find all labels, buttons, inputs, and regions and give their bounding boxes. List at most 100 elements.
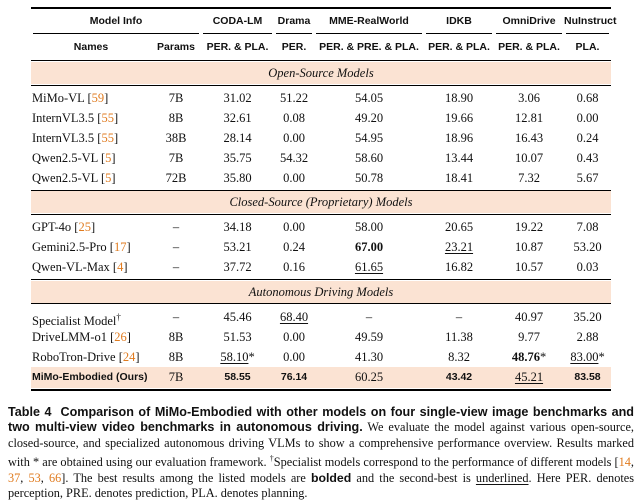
drama-cell: 51.22: [279, 91, 309, 105]
idkb-cell: 8.32: [448, 350, 470, 364]
subheader-coda: PER. & PLA.: [206, 41, 269, 53]
caption-heading: Comparison of MiMo-Embodied with other m…: [8, 405, 634, 435]
idkb-cell: 18.41: [444, 171, 474, 185]
params-cell: 7B: [168, 151, 184, 165]
table-row-ours: MiMo-Embodied (Ours) 7B 58.55 76.14 60.2…: [31, 367, 611, 387]
cmid-omni: [496, 33, 562, 34]
section-band-closed-source: Closed-Source (Proprietary) Models: [31, 191, 611, 213]
nu-cell: 0.43: [576, 151, 599, 165]
table-row: GPT-4o [25] – 34.18 0.00 58.00 20.65 19.…: [31, 217, 611, 237]
model-name-ours: MiMo-Embodied (Ours): [32, 371, 148, 383]
mme-cell: 54.95: [354, 131, 384, 145]
nu-cell-second: 83.00: [570, 350, 599, 364]
idkb-cell: 19.66: [444, 111, 474, 125]
drama-cell: 0.00: [283, 171, 305, 185]
caption-text-3: ]. The best results among the listed mod…: [61, 470, 306, 485]
table-row: Specialist Model† – 45.46 68.40 – – 40.9…: [31, 307, 611, 329]
params-cell: –: [172, 310, 180, 324]
params-cell: –: [172, 260, 180, 274]
model-cite: 24: [122, 350, 136, 364]
section-rule-4: [31, 279, 611, 280]
section-title-open-source: Open-Source Models: [268, 66, 374, 80]
table-row: Qwen-VL-Max [4] – 37.72 0.16 61.65 16.82…: [31, 257, 611, 277]
cmid-model-info: [33, 33, 199, 34]
section-rule-5: [31, 303, 611, 304]
coda-cell: 51.53: [223, 330, 252, 344]
asterisk-mark: *: [539, 350, 547, 364]
table-row: Qwen2.5-VL [5] 72B 35.80 0.00 50.78 18.4…: [31, 168, 611, 188]
coda-cell: 34.18: [223, 220, 252, 234]
idkb-cell: 20.65: [444, 220, 474, 234]
model-cite: 59: [91, 91, 105, 105]
coda-cell: 32.61: [223, 111, 252, 125]
subheader-params: Params: [157, 41, 195, 53]
mme-cell: 49.59: [354, 330, 384, 344]
section-rule-2: [31, 190, 611, 191]
mme-cell: 58.60: [354, 151, 384, 165]
mme-cell: –: [365, 310, 373, 324]
omni-cell: 10.87: [514, 240, 544, 254]
coda-cell: 28.14: [223, 131, 252, 145]
cmid-mme: [316, 33, 422, 34]
idkb-cell: 18.90: [444, 91, 474, 105]
drama-cell: 0.16: [283, 260, 305, 274]
model-cite: 5: [105, 151, 112, 165]
omni-cell: 16.43: [514, 131, 544, 145]
table-sub-header-row: Names Params PER. & PLA. PER. PER. & PRE…: [31, 37, 611, 57]
mme-cell: 41.30: [354, 350, 384, 364]
omni-cell: 7.32: [518, 171, 540, 185]
model-cite: 25: [78, 220, 91, 234]
nu-cell: 0.68: [576, 91, 599, 105]
drama-cell: 0.08: [283, 111, 305, 125]
caption-text-1: We evaluate the model against various op…: [8, 420, 634, 470]
drama-cell: 0.00: [283, 220, 305, 234]
idkb-cell: 11.38: [445, 330, 473, 344]
asterisk-mark: *: [598, 350, 605, 364]
drama-cell: 0.24: [283, 240, 305, 254]
model-cite: 26: [114, 330, 127, 344]
mme-cell: 60.25: [354, 370, 384, 384]
omni-cell: 3.06: [518, 91, 540, 105]
asterisk-mark: *: [248, 350, 255, 364]
mme-cell-best: 67.00: [354, 240, 384, 254]
model-cite: 4: [117, 260, 124, 274]
idkb-cell: 18.96: [444, 131, 474, 145]
nu-cell: 53.20: [573, 240, 602, 254]
model-name: MiMo-VL: [32, 91, 85, 105]
idkb-cell: 16.82: [444, 260, 474, 274]
nu-cell: 0.24: [576, 131, 599, 145]
drama-cell: 54.32: [279, 151, 309, 165]
header-coda-lm: CODA-LM: [212, 15, 263, 27]
subheader-drama: PER.: [281, 41, 307, 53]
section-title-autonomous: Autonomous Driving Models: [248, 285, 394, 299]
table-row: InternVL3.5 [55] 8B 32.61 0.08 49.20 19.…: [31, 108, 611, 128]
model-name: Qwen2.5-VL: [32, 171, 98, 185]
section-rule-3: [31, 214, 611, 215]
nu-cell-best: 83.58: [574, 371, 601, 383]
coda-cell: 35.80: [223, 171, 252, 185]
nu-cell: 35.20: [573, 310, 602, 324]
table-bottom-rule: [31, 389, 611, 391]
drama-cell: 0.00: [283, 350, 305, 364]
mme-cell-second: 61.65: [354, 260, 384, 274]
caption-label: Table 4: [8, 405, 52, 419]
model-name: GPT-4o: [32, 220, 72, 234]
params-cell: –: [172, 240, 180, 254]
nu-cell: 0.03: [576, 260, 599, 274]
section-rule-1: [31, 85, 611, 86]
subheader-names: Names: [73, 41, 109, 53]
params-cell: 38B: [165, 131, 187, 145]
omni-cell: 40.97: [514, 310, 544, 324]
coda-cell: 31.02: [223, 91, 252, 105]
model-name: Specialist Model: [32, 314, 117, 329]
params-cell: –: [172, 220, 180, 234]
omni-cell: 9.77: [518, 330, 540, 344]
header-rule: [31, 60, 611, 61]
caption-text-2: Specialist models correspond to the perf…: [273, 455, 619, 470]
omni-cell-best: 48.76: [511, 350, 540, 364]
subheader-mme: PER. & PRE. & PLA.: [319, 41, 419, 53]
table-row: DriveLMM-o1 [26] 8B 51.53 0.00 49.59 11.…: [31, 327, 611, 347]
mme-cell: 50.78: [354, 171, 384, 185]
drama-cell: 0.00: [283, 131, 305, 145]
model-cite: 55: [101, 111, 114, 125]
